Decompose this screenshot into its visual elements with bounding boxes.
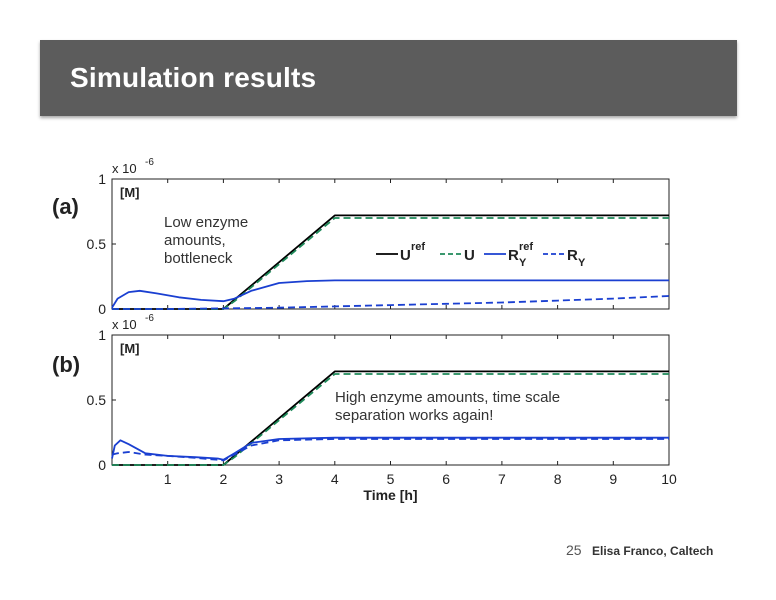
- y-tick-label: 0: [98, 301, 106, 317]
- x-tick-label: 4: [331, 471, 339, 487]
- series-line-2: [112, 217, 669, 310]
- annotation-text: separation works again!: [335, 407, 493, 424]
- x-tick-label: 7: [498, 471, 506, 487]
- series-line-3: [111, 436, 669, 461]
- x-tick-label: 5: [387, 471, 395, 487]
- y-tick-label: 0.5: [87, 392, 107, 408]
- unit-label: [M]: [120, 341, 140, 356]
- x-tick-label: 6: [442, 471, 450, 487]
- legend-label-superscript: ref: [519, 241, 533, 253]
- annotation-text: bottleneck: [164, 250, 233, 267]
- legend-label: R: [567, 247, 578, 264]
- x-tick-label: 3: [275, 471, 283, 487]
- x-tick-label: 2: [220, 471, 228, 487]
- annotation-text: High enzyme amounts, time scale: [335, 389, 560, 406]
- x-axis-label: Time [h]: [363, 487, 417, 503]
- series-line-4: [112, 295, 670, 310]
- legend-label: R: [508, 247, 519, 264]
- annotation-text: amounts,: [164, 232, 226, 249]
- x-tick-label: 9: [609, 471, 617, 487]
- panel-label: (a): [52, 194, 79, 219]
- plot-area: [111, 178, 670, 310]
- legend-label-subscript: Y: [578, 257, 586, 269]
- y-tick-label: 1: [98, 171, 106, 187]
- series-line-3: [111, 279, 669, 309]
- y-exponent-label: x 10: [112, 317, 137, 332]
- y-tick-label: 1: [98, 327, 106, 343]
- author-credit: Elisa Franco, Caltech: [592, 544, 714, 558]
- series-line-4: [111, 438, 669, 462]
- x-tick-label: 10: [661, 471, 677, 487]
- slide-title-bar: Simulation results: [40, 40, 737, 116]
- y-exponent-power: -6: [145, 157, 154, 168]
- legend-label: U: [400, 247, 411, 264]
- legend-label-subscript: Y: [519, 257, 527, 269]
- y-tick-label: 0.5: [87, 236, 107, 252]
- y-exponent-power: -6: [145, 313, 154, 324]
- y-tick-label: 0: [98, 457, 106, 473]
- legend-label: U: [464, 247, 475, 264]
- y-exponent-label: x 10: [112, 161, 137, 176]
- x-tick-label: 1: [164, 471, 172, 487]
- slide-title: Simulation results: [70, 62, 317, 93]
- x-tick-label: 8: [554, 471, 562, 487]
- page-number: 25: [566, 542, 582, 558]
- plot-area: [111, 334, 670, 466]
- series-line-2: [112, 373, 669, 466]
- annotation-text: Low enzyme: [164, 214, 248, 231]
- panel-a: 0 0.5 1 x 10 -6 [M] (a) Low enzymeamounts,bottl…: [52, 157, 670, 317]
- panel-label: (b): [52, 352, 80, 377]
- legend-label-superscript: ref: [411, 241, 425, 253]
- unit-label: [M]: [120, 185, 140, 200]
- panel-b: 0 0.5 1 1 2 3 4 5 6 7 8 9 10 Time [h] x 10 -6 [M] (b) High…: [52, 313, 677, 503]
